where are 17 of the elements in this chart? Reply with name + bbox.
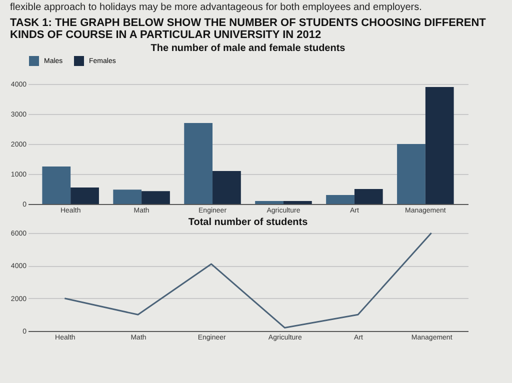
chart-title: Total number of students (188, 217, 308, 228)
bar (70, 188, 99, 204)
bar (425, 87, 454, 204)
bar (212, 171, 241, 204)
text: TASK 1: THE GRAPH BELOW SHOW THE NUMBER OF STUDENTS CHOOSING DIFFERENT KINDS OF COURSE IN A PARTICULAR UNIVERSITY IN 2012 (9, 16, 487, 41)
chart-title: The number of male and female students (150, 43, 346, 54)
bar (397, 144, 426, 204)
bar (326, 195, 354, 204)
bar (283, 201, 312, 204)
bar (255, 201, 284, 204)
bar (354, 189, 383, 204)
line-series (64, 232, 432, 328)
bar (42, 166, 71, 204)
bar (113, 190, 142, 204)
bar (184, 123, 213, 204)
bar (142, 191, 170, 204)
text: flexible approach to holidays may be more advantageous for both employees and employers. (9, 1, 423, 13)
